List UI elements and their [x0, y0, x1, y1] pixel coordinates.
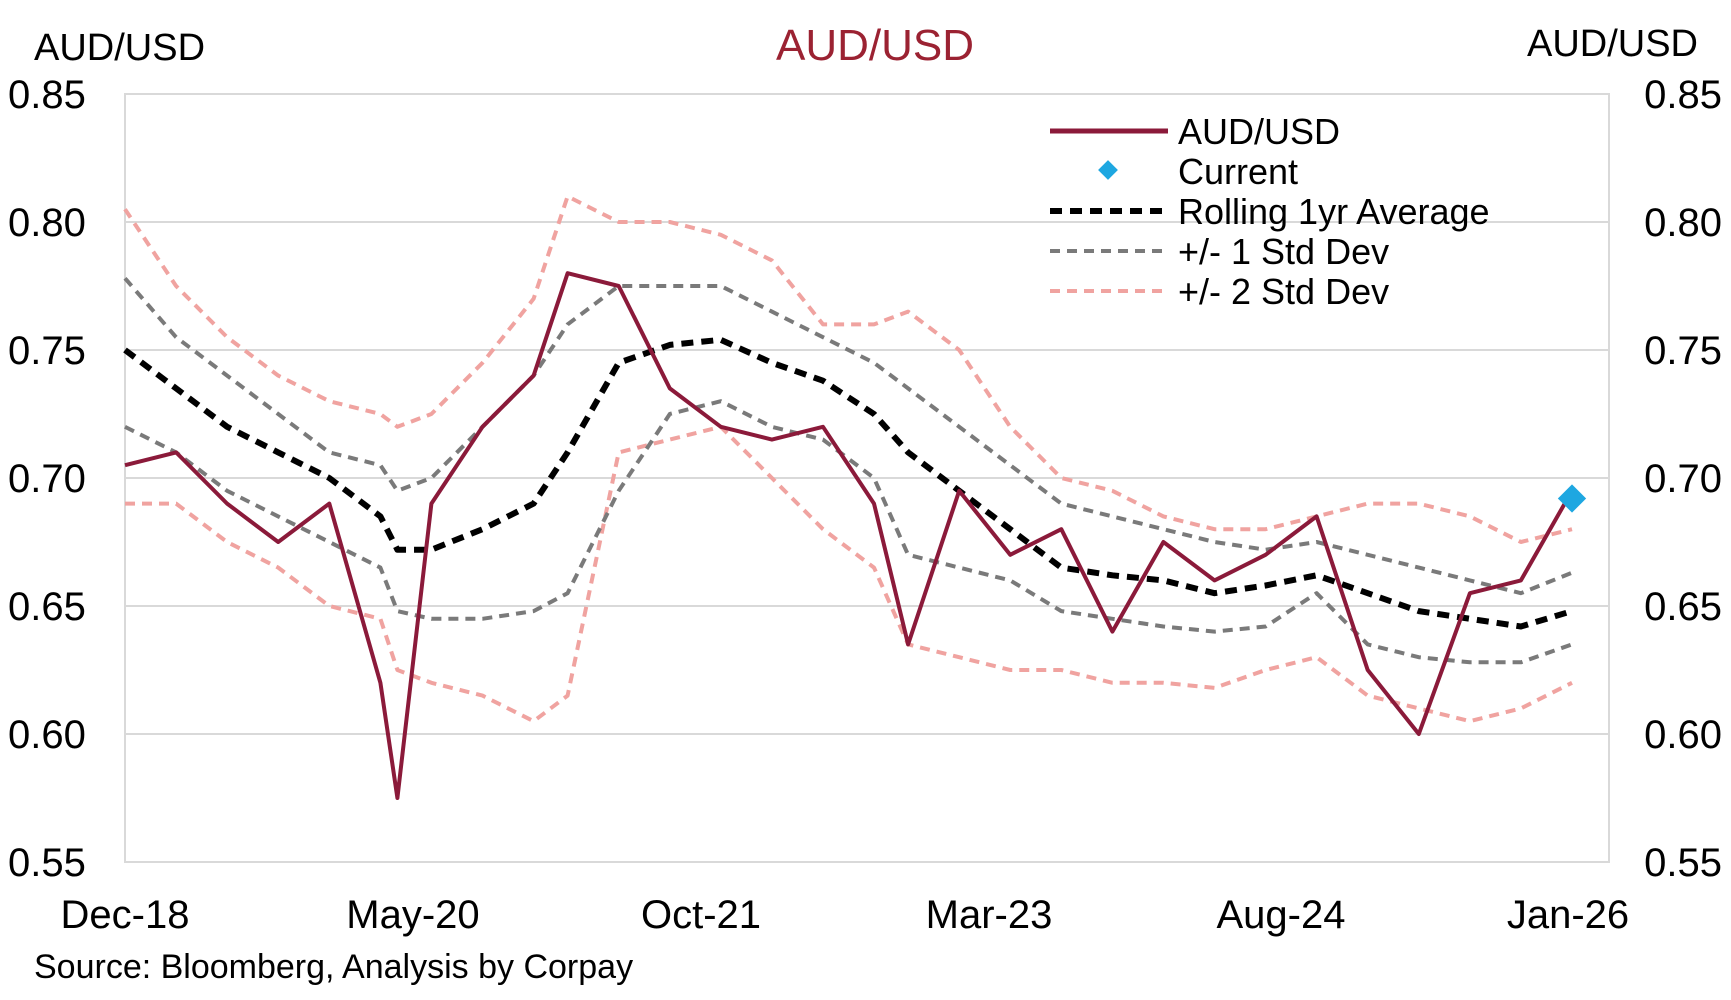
- series-layer: [123, 194, 1587, 800]
- y-tick-right-1: 0.60: [1644, 713, 1722, 757]
- x-tick-4: Aug-24: [1217, 893, 1346, 937]
- legend-label-avg: Rolling 1yr Average: [1178, 191, 1490, 232]
- y-tick-left-2: 0.65: [8, 585, 86, 629]
- y-tick-right-0: 0.55: [1644, 841, 1722, 885]
- x-axis: Dec-18 May-20 Oct-21 Mar-23 Aug-24 Jan-26: [61, 893, 1630, 937]
- series-line-3: [124, 399, 1573, 665]
- legend-label-spot: AUD/USD: [1178, 111, 1340, 152]
- y-tick-right-2: 0.65: [1644, 585, 1722, 629]
- y-tick-left-3: 0.70: [8, 457, 86, 501]
- y-tick-left-4: 0.75: [8, 329, 86, 373]
- legend-label-std2: +/- 2 Std Dev: [1178, 271, 1389, 312]
- plot-area-border: [124, 93, 1610, 863]
- legend-swatch-current: [1098, 160, 1118, 180]
- series-line-1: [123, 336, 1573, 630]
- y-tick-right-6: 0.85: [1644, 73, 1722, 117]
- x-tick-5: Jan-26: [1507, 893, 1629, 937]
- legend-label-std1: +/- 1 Std Dev: [1178, 231, 1389, 272]
- x-tick-1: May-20: [346, 893, 479, 937]
- y-axis-left: 0.55 0.60 0.65 0.70 0.75 0.80 0.85: [8, 73, 86, 885]
- x-tick-3: Mar-23: [926, 893, 1053, 937]
- legend-label-current: Current: [1178, 151, 1298, 192]
- y-tick-right-4: 0.75: [1644, 329, 1722, 373]
- y-axis-right-label: AUD/USD: [1527, 23, 1698, 65]
- x-tick-2: Oct-21: [641, 893, 761, 937]
- series-line-0: [124, 271, 1574, 800]
- y-tick-left-6: 0.85: [8, 73, 86, 117]
- legend: AUD/USD Current Rolling 1yr Average +/- …: [1050, 111, 1490, 312]
- y-tick-left-1: 0.60: [8, 713, 86, 757]
- y-tick-left-5: 0.80: [8, 201, 86, 245]
- series-line-5: [125, 424, 1573, 724]
- x-tick-0: Dec-18: [61, 893, 190, 937]
- current-marker: [1557, 484, 1587, 513]
- y-tick-right-3: 0.70: [1644, 457, 1722, 501]
- chart-title: AUD/USD: [776, 21, 974, 70]
- y-axis-left-label: AUD/USD: [34, 27, 205, 69]
- y-tick-right-5: 0.80: [1644, 201, 1722, 245]
- series-line-2: [123, 276, 1573, 596]
- source-note: Source: Bloomberg, Analysis by Corpay: [34, 948, 633, 986]
- y-tick-left-0: 0.55: [8, 841, 86, 885]
- y-axis-right: 0.55 0.60 0.65 0.70 0.75 0.80 0.85: [1644, 73, 1722, 885]
